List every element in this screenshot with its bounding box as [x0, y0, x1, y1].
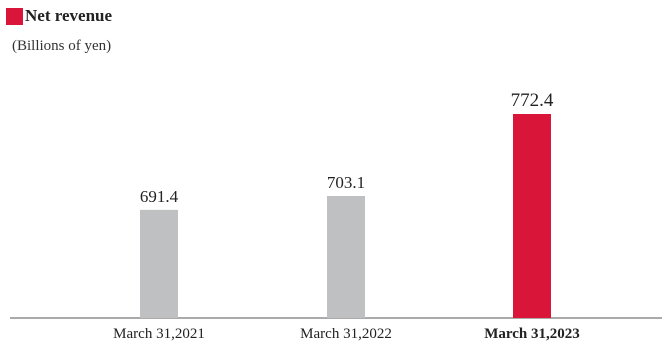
chart-title-row: Net revenue	[6, 4, 112, 28]
category-label-2: March 31,2022	[300, 326, 392, 342]
category-label-3: March 31,2023	[484, 326, 580, 342]
value-label-3: 772.4	[511, 90, 554, 111]
chart-title: Net revenue	[25, 6, 113, 25]
value-label-2: 703.1	[327, 173, 365, 192]
bar-1	[140, 209, 178, 318]
unit-label: (Billions of yen)	[12, 38, 112, 54]
bar-2	[327, 196, 365, 318]
value-label-1: 691.4	[140, 187, 179, 206]
category-label-1: March 31,2021	[113, 326, 205, 342]
bar-3	[513, 114, 551, 318]
title-marker-square	[6, 7, 23, 25]
